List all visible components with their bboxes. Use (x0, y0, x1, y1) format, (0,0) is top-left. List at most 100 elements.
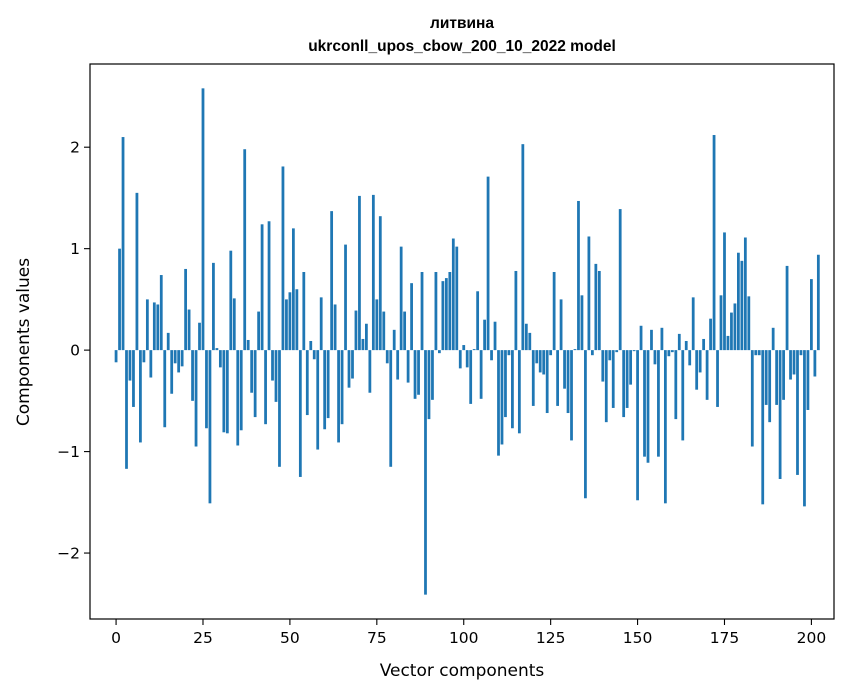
bar-128 (559, 299, 563, 351)
bar-139 (597, 270, 601, 351)
bar-69 (354, 310, 358, 351)
x-tick-label-0: 0 (111, 629, 121, 647)
bar-102 (469, 350, 473, 404)
bar-45 (271, 350, 274, 381)
bar-117 (521, 144, 525, 351)
bar-131 (570, 350, 573, 441)
bar-202 (816, 254, 820, 351)
bar-166 (691, 297, 695, 351)
bar-178 (733, 303, 737, 351)
bar-195 (792, 350, 796, 375)
bar-56 (309, 340, 313, 351)
bar-180 (740, 260, 744, 351)
bar-78 (385, 350, 389, 364)
bar-185 (757, 350, 761, 356)
bar-118 (524, 323, 528, 351)
bar-51 (291, 228, 295, 351)
bar-44 (267, 221, 271, 351)
bar-107 (486, 176, 490, 351)
bar-127 (556, 350, 559, 406)
bar-133 (577, 200, 580, 351)
y-tick-label-1: −1 (57, 443, 80, 461)
x-axis-ticks: 0 25 50 75 100 125 150 175 200 (111, 619, 826, 647)
bar-130 (566, 350, 570, 414)
bar-120 (531, 350, 535, 406)
bar-168 (698, 350, 702, 373)
bar-97 (451, 238, 455, 351)
bar-106 (483, 319, 486, 351)
bar-59 (319, 297, 323, 351)
x-tick-label-150: 150 (623, 629, 653, 647)
bar-194 (789, 350, 792, 380)
bar-143 (611, 350, 615, 408)
bar-115 (514, 270, 518, 351)
bar-188 (768, 350, 772, 423)
bar-196 (796, 350, 799, 475)
bar-109 (493, 321, 497, 351)
bar-189 (771, 327, 775, 351)
bar-77 (382, 311, 386, 351)
bar-148 (629, 350, 633, 385)
bar-93 (438, 350, 441, 354)
bar-157 (660, 327, 664, 351)
bar-58 (316, 350, 320, 450)
bar-101 (465, 350, 469, 368)
bar-174 (719, 295, 723, 351)
chart-subtitle: ukrconll_upos_cbow_200_10_2022 model (308, 38, 616, 55)
bar-87 (417, 350, 420, 395)
bar-129 (563, 350, 566, 389)
bar-89 (424, 350, 427, 595)
bar-100 (462, 345, 466, 351)
bar-39 (250, 350, 254, 393)
bar-7 (139, 350, 142, 443)
bar-83 (403, 311, 407, 351)
bar-163 (681, 350, 685, 441)
bar-140 (601, 350, 605, 382)
bar-49 (285, 299, 288, 351)
bar-88 (420, 272, 424, 351)
y-tick-label-0: −2 (57, 545, 80, 563)
bar-137 (590, 350, 594, 356)
bar-161 (674, 350, 678, 420)
bar-112 (504, 350, 507, 418)
x-tick-label-100: 100 (449, 629, 479, 647)
y-axis-ticks: −2 −1 0 1 2 (57, 139, 90, 563)
bar-122 (538, 350, 542, 373)
bar-81 (396, 350, 400, 380)
bar-27 (208, 350, 212, 504)
bar-172 (712, 135, 716, 351)
bar-99 (458, 350, 462, 369)
bar-121 (535, 350, 539, 364)
bar-5 (132, 350, 135, 407)
bar-67 (347, 350, 351, 388)
bar-26 (205, 350, 208, 429)
bar-20 (184, 268, 187, 351)
bar-31 (222, 350, 226, 433)
bar-103 (472, 349, 476, 351)
bar-111 (500, 350, 504, 445)
bar-63 (333, 304, 337, 351)
y-tick-label-2: 0 (70, 342, 80, 360)
bar-23 (194, 350, 198, 447)
bar-74 (371, 194, 375, 351)
bar-153 (646, 350, 650, 463)
bar-160 (670, 350, 674, 353)
bar-14 (163, 350, 167, 428)
bar-173 (716, 350, 719, 407)
bar-91 (431, 350, 434, 400)
bar-135 (584, 350, 587, 499)
bar-37 (243, 149, 247, 351)
bar-158 (663, 350, 667, 504)
bar-190 (775, 350, 779, 405)
bar-94 (441, 281, 445, 351)
x-tick-label-50: 50 (280, 629, 300, 647)
bar-146 (622, 350, 626, 418)
bar-165 (688, 350, 692, 366)
bar-144 (615, 350, 619, 353)
bar-171 (709, 318, 712, 351)
bar-2 (121, 137, 125, 351)
bar-66 (344, 244, 347, 351)
bar-104 (476, 291, 480, 351)
bar-6 (135, 192, 139, 351)
bar-119 (528, 332, 532, 351)
